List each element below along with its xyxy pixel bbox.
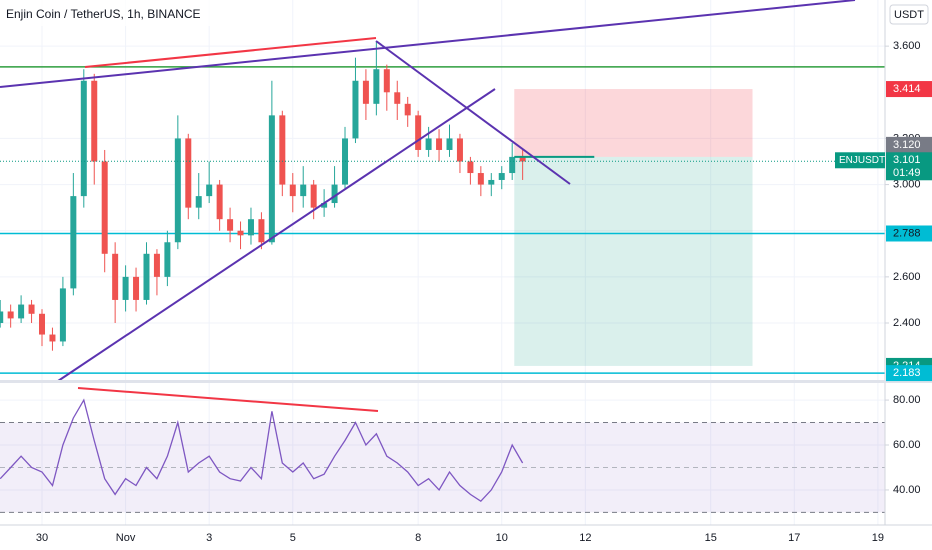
chart-title: Enjin Coin / TetherUS, 1h, BINANCE	[6, 7, 201, 21]
candle-body	[498, 173, 505, 180]
rsi-line	[0, 398, 524, 503]
y-tick-label: 60.00	[893, 439, 921, 451]
candle-body	[279, 115, 286, 185]
y-tick-label: 80.00	[893, 394, 921, 406]
rsi-divergence-line	[77, 387, 379, 412]
last-price: 3.101	[893, 154, 921, 166]
candle-body	[28, 304, 35, 314]
candle-body	[122, 276, 129, 300]
candle-body	[174, 138, 181, 243]
price-label: 3.120	[893, 139, 921, 151]
price-label: 3.414	[893, 83, 921, 95]
candle-body	[456, 138, 463, 162]
candle-body	[289, 184, 296, 197]
candle-body	[0, 311, 4, 324]
candle-body	[80, 80, 87, 197]
x-tick-label: 19	[872, 532, 884, 544]
candle-body	[59, 288, 66, 342]
x-tick-label: 12	[579, 532, 591, 544]
symbol-box	[835, 152, 885, 169]
candle-body	[70, 196, 77, 289]
candle-body	[185, 138, 192, 208]
y-tick-label: 2.400	[893, 317, 921, 329]
candle-body	[519, 156, 526, 162]
x-tick-label: 8	[415, 532, 421, 544]
candle-body	[488, 179, 495, 185]
price-label: 2.788	[893, 227, 921, 239]
candle-body	[216, 184, 223, 220]
x-tick-label: Nov	[116, 532, 136, 544]
x-tick-label: 17	[788, 532, 800, 544]
y-tick-label: 2.600	[893, 271, 921, 283]
candle-body	[404, 103, 411, 116]
candle-body	[477, 173, 484, 185]
candle-body	[362, 80, 369, 104]
candle-body	[112, 253, 119, 300]
candle-body	[227, 219, 234, 231]
candle-body	[49, 334, 56, 342]
candle-body	[352, 80, 359, 139]
candle-body	[164, 242, 171, 277]
candle-body	[467, 161, 474, 174]
candle-body	[237, 230, 244, 236]
y-tick-label: 3.000	[893, 178, 921, 190]
candle-body	[153, 253, 160, 277]
x-tick-label: 10	[496, 532, 508, 544]
x-tick-label: 30	[36, 532, 48, 544]
currency-badge[interactable]	[889, 4, 929, 25]
candle-body	[321, 203, 328, 208]
candle-body	[436, 138, 443, 150]
target-zone	[514, 156, 753, 366]
candle-body	[300, 184, 307, 197]
trendline	[84, 37, 377, 68]
price-pane	[0, 41, 885, 513]
candle-body	[195, 196, 202, 208]
symbol: ENJUSDT	[839, 155, 885, 166]
candle-body	[7, 311, 14, 319]
candle-body	[18, 304, 25, 319]
candle-body	[509, 156, 516, 174]
price-label-box	[886, 225, 932, 242]
candle-body	[143, 253, 150, 300]
candle-body	[206, 184, 213, 197]
price-label-box	[886, 136, 932, 153]
candle-body	[310, 184, 317, 208]
trendline	[375, 40, 571, 185]
trendline	[0, 0, 856, 88]
candle-body	[331, 184, 338, 204]
candle-body	[101, 161, 108, 254]
x-tick-label: 15	[705, 532, 717, 544]
candle-body	[39, 313, 46, 335]
price-label-box	[886, 81, 932, 98]
stop-zone	[514, 89, 753, 157]
candle-body	[446, 138, 453, 150]
candle-body	[268, 115, 275, 243]
y-tick-label: 3.600	[893, 40, 921, 52]
candle-body	[383, 69, 390, 93]
y-tick-label: 40.00	[893, 484, 921, 496]
price-label-box	[886, 365, 932, 382]
candle-body	[133, 276, 140, 300]
candle-body	[247, 219, 254, 236]
x-tick-label: 5	[290, 532, 296, 544]
candle-body	[258, 219, 265, 243]
candle-body	[415, 115, 422, 150]
drawings	[0, 0, 856, 412]
countdown: 01:49	[893, 167, 921, 179]
candle-body	[373, 69, 380, 104]
candle-body	[425, 138, 432, 150]
trendline	[57, 88, 496, 382]
candle-body	[91, 80, 98, 162]
title-backdrop	[0, 0, 270, 26]
price-label: 2.183	[893, 367, 921, 379]
candle-body	[394, 92, 401, 104]
grid	[0, 0, 885, 525]
last-price-box	[886, 152, 932, 181]
currency: USDT	[894, 9, 924, 21]
x-tick-label: 3	[206, 532, 212, 544]
pane-separator	[0, 380, 932, 383]
